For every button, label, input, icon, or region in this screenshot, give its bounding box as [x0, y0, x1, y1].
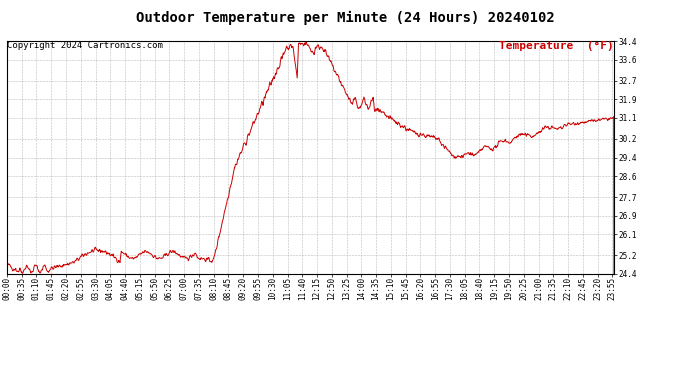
Text: Outdoor Temperature per Minute (24 Hours) 20240102: Outdoor Temperature per Minute (24 Hours…	[136, 11, 554, 26]
Text: Copyright 2024 Cartronics.com: Copyright 2024 Cartronics.com	[7, 41, 163, 50]
Text: Temperature  (°F): Temperature (°F)	[500, 41, 614, 51]
